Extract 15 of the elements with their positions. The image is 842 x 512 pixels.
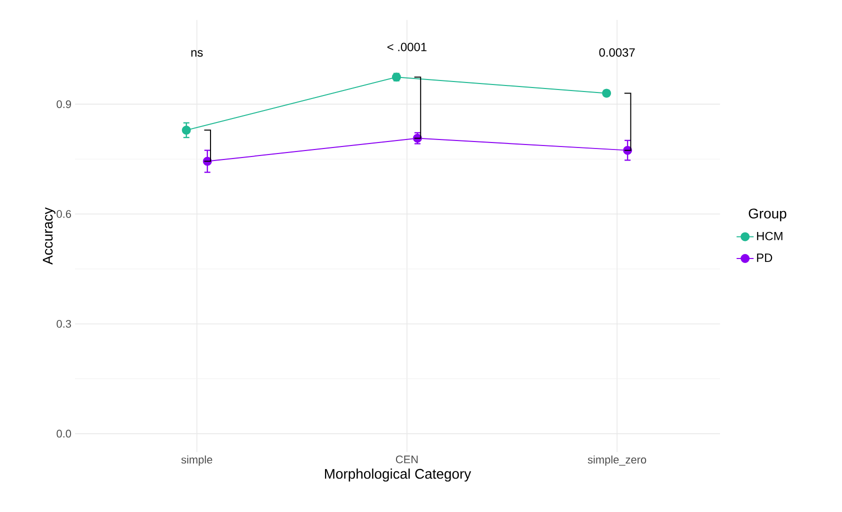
y-tick-label: 0.3 — [56, 320, 72, 328]
annotation: < .0001 — [387, 42, 426, 52]
x-axis-title: Morphological Category — [325, 468, 472, 482]
y-axis-title: Accuracy — [42, 207, 56, 265]
legend-label: HCM — [757, 232, 782, 240]
legend-title: Group — [748, 208, 786, 222]
annotation: ns — [191, 50, 203, 57]
x-tick-label: CEN — [396, 456, 418, 464]
x-tick-label: simple_zero — [588, 456, 646, 466]
legend-label: PD — [757, 254, 772, 262]
annotation: 0.0037 — [599, 48, 635, 57]
y-tick-label: 0.0 — [56, 430, 72, 438]
y-tick-label: 0.9 — [56, 100, 71, 108]
x-tick-label: simple — [181, 456, 212, 466]
y-tick-label: 0.6 — [56, 210, 72, 218]
